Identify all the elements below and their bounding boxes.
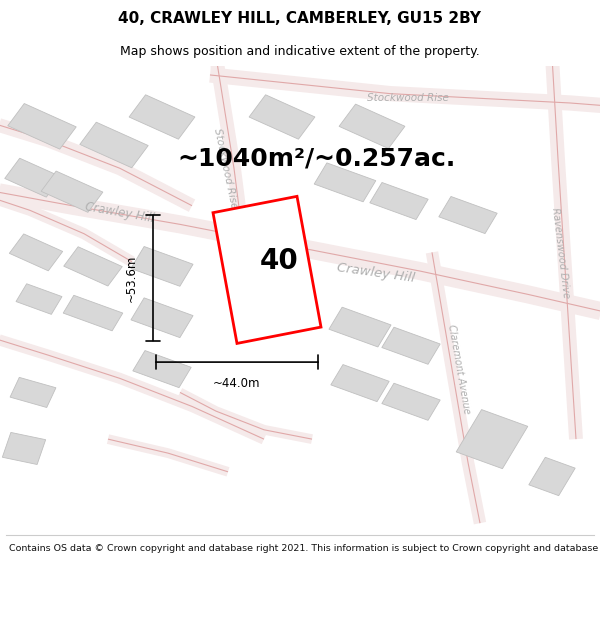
- Polygon shape: [41, 171, 103, 212]
- Polygon shape: [16, 284, 62, 314]
- Text: 40, CRAWLEY HILL, CAMBERLEY, GU15 2BY: 40, CRAWLEY HILL, CAMBERLEY, GU15 2BY: [119, 11, 482, 26]
- Text: ~53.6m: ~53.6m: [125, 254, 138, 302]
- Polygon shape: [10, 378, 56, 408]
- Polygon shape: [314, 163, 376, 202]
- Polygon shape: [339, 104, 405, 149]
- Polygon shape: [382, 383, 440, 421]
- Polygon shape: [331, 364, 389, 402]
- Text: Claremont Avenue: Claremont Avenue: [446, 324, 472, 414]
- Polygon shape: [529, 458, 575, 496]
- Polygon shape: [5, 158, 61, 197]
- Polygon shape: [249, 95, 315, 139]
- Polygon shape: [80, 122, 148, 168]
- Polygon shape: [133, 351, 191, 388]
- Text: Map shows position and indicative extent of the property.: Map shows position and indicative extent…: [120, 45, 480, 58]
- Text: 40: 40: [260, 246, 298, 274]
- Text: Stockwood Rise: Stockwood Rise: [212, 127, 238, 209]
- Polygon shape: [370, 182, 428, 219]
- Polygon shape: [131, 298, 193, 338]
- Polygon shape: [2, 432, 46, 464]
- Polygon shape: [129, 95, 195, 139]
- Polygon shape: [8, 104, 76, 149]
- Text: Contains OS data © Crown copyright and database right 2021. This information is : Contains OS data © Crown copyright and d…: [9, 544, 600, 552]
- Polygon shape: [10, 234, 62, 271]
- Polygon shape: [382, 328, 440, 364]
- Polygon shape: [439, 196, 497, 234]
- Polygon shape: [213, 196, 321, 343]
- Text: Crawley Hill: Crawley Hill: [336, 261, 416, 285]
- Text: Crawley Hill: Crawley Hill: [84, 200, 155, 225]
- Polygon shape: [63, 295, 123, 331]
- Text: ~1040m²/~0.257ac.: ~1040m²/~0.257ac.: [177, 147, 455, 171]
- Polygon shape: [131, 246, 193, 286]
- Polygon shape: [64, 247, 122, 286]
- Polygon shape: [456, 409, 528, 469]
- Text: Stockwood Rise: Stockwood Rise: [367, 93, 449, 103]
- Polygon shape: [329, 308, 391, 347]
- Text: ~44.0m: ~44.0m: [213, 377, 261, 389]
- Text: Ravenswood Drive: Ravenswood Drive: [550, 206, 572, 298]
